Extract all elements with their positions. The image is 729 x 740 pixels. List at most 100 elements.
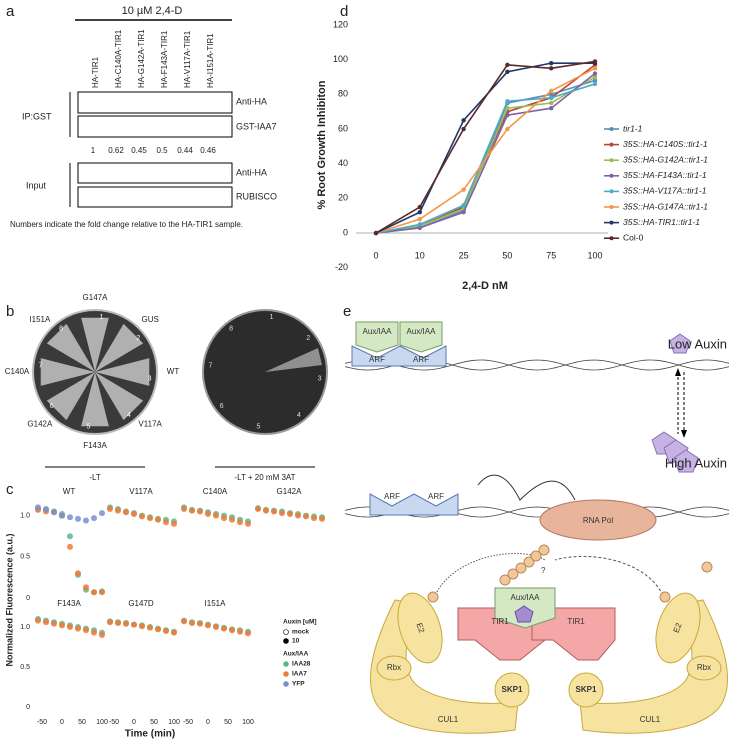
data-point bbox=[505, 126, 510, 132]
data-point bbox=[549, 60, 554, 66]
strain-label: C140A bbox=[5, 367, 30, 376]
data-point bbox=[59, 512, 65, 519]
auxiaa-text: Aux/IAA bbox=[363, 327, 393, 336]
data-point bbox=[592, 71, 598, 76]
data-point bbox=[255, 506, 261, 513]
legend-text: 35S::HA-V117A::tir1-1 bbox=[623, 186, 707, 196]
streak bbox=[81, 317, 109, 372]
strain-label: G147A bbox=[83, 293, 109, 302]
plate-number: 1 bbox=[270, 314, 274, 321]
data-point bbox=[592, 74, 598, 80]
auxiaa-shape bbox=[399, 321, 443, 353]
legend-text: YFP bbox=[292, 681, 305, 688]
data-point bbox=[549, 66, 554, 71]
legend-swatch bbox=[609, 158, 614, 163]
data-point bbox=[131, 510, 137, 517]
arrow-head bbox=[675, 368, 687, 438]
data-point bbox=[205, 622, 211, 629]
data-point bbox=[592, 59, 598, 64]
strain-label: F143A bbox=[83, 441, 107, 450]
rbx bbox=[686, 655, 722, 681]
series-line bbox=[375, 83, 596, 234]
legend-swatch bbox=[609, 142, 614, 147]
data-point bbox=[83, 517, 89, 524]
x-axis-label: 2,4-D nM bbox=[462, 280, 508, 292]
tir1 bbox=[531, 607, 616, 661]
data-point bbox=[107, 506, 113, 513]
data-point bbox=[592, 81, 598, 87]
ubiquitin bbox=[507, 568, 519, 580]
legend-title: Aux/IAA bbox=[283, 651, 309, 658]
cul1-text: CUL1 bbox=[438, 715, 459, 724]
lane-label: HA-C140A-TIR1 bbox=[114, 29, 123, 88]
tir1-text: TIR1 bbox=[491, 617, 509, 626]
data-point bbox=[35, 617, 41, 624]
x-tick-label: 100 bbox=[168, 719, 180, 726]
data-point bbox=[67, 543, 73, 550]
data-point bbox=[43, 619, 49, 626]
data-point bbox=[213, 624, 219, 630]
mrna bbox=[477, 474, 576, 501]
data-point bbox=[417, 216, 422, 222]
y-axis-label: % Root Growth Inhibiton bbox=[316, 80, 328, 209]
data-point bbox=[147, 515, 153, 522]
plate-number: 6 bbox=[220, 403, 224, 410]
y-tick-label: 120 bbox=[333, 19, 348, 29]
e2-text: E2 bbox=[672, 621, 684, 634]
data-point bbox=[461, 118, 466, 123]
series-line bbox=[375, 64, 596, 234]
legend-swatch bbox=[609, 173, 614, 178]
ubiquitin bbox=[701, 561, 713, 573]
plate-number: 5 bbox=[256, 423, 260, 430]
arf-text: ARF bbox=[384, 492, 400, 501]
legend-symbol bbox=[283, 638, 289, 644]
subplot-title: V117A bbox=[129, 487, 153, 496]
ubiquitin bbox=[538, 544, 550, 556]
subplot-title: G142A bbox=[277, 487, 303, 496]
data-point bbox=[171, 629, 177, 636]
blot-label: Anti-HA bbox=[236, 96, 267, 106]
legend-text: tir1-1 bbox=[623, 123, 643, 133]
y-axis-label: Normalized Fluorescence (a.u.) bbox=[4, 533, 14, 666]
blot bbox=[77, 186, 233, 208]
legend-text: IAA28 bbox=[292, 661, 311, 668]
y-tick-label: 1.0 bbox=[20, 512, 30, 519]
data-point bbox=[59, 622, 65, 629]
y-tick-label: 60 bbox=[338, 123, 348, 133]
arf-shape bbox=[351, 345, 447, 367]
data-point bbox=[221, 625, 227, 632]
data-point bbox=[171, 520, 177, 527]
arc bbox=[554, 555, 666, 601]
data-point bbox=[155, 516, 161, 523]
data-point bbox=[99, 632, 105, 638]
caption: Numbers indicate the fold change relativ… bbox=[10, 220, 243, 229]
legend-text: mock bbox=[292, 629, 309, 636]
auxiaa-shape bbox=[355, 321, 399, 353]
data-point bbox=[107, 619, 113, 626]
data-point bbox=[99, 510, 105, 517]
x-tick-label: 0 bbox=[373, 250, 378, 260]
lane-label: HA-I151A-TIR1 bbox=[206, 33, 215, 88]
legend-text: IAA7 bbox=[292, 671, 307, 678]
strain-label: I151A bbox=[29, 315, 51, 324]
x-tick-label: -50 bbox=[37, 719, 47, 726]
strain-label: G142A bbox=[27, 419, 53, 428]
ip-label: IP:GST bbox=[22, 111, 52, 121]
legend-symbol bbox=[283, 671, 289, 677]
data-point bbox=[461, 126, 466, 132]
data-point bbox=[461, 210, 466, 215]
x-tick-label: -50 bbox=[183, 719, 193, 726]
arf-text: ARF bbox=[413, 355, 429, 364]
plate-caption: -LT bbox=[89, 473, 101, 482]
skp1 bbox=[494, 672, 530, 708]
data-point bbox=[75, 625, 81, 632]
data-point bbox=[279, 510, 285, 517]
streak bbox=[95, 372, 144, 421]
data-point bbox=[99, 589, 105, 596]
skp1-text: SKP1 bbox=[576, 685, 597, 694]
lane-label: HA-V117A-TIR1 bbox=[183, 30, 192, 88]
x-tick-label: 50 bbox=[502, 250, 512, 260]
data-point bbox=[549, 100, 554, 106]
legend-swatch bbox=[609, 220, 614, 225]
